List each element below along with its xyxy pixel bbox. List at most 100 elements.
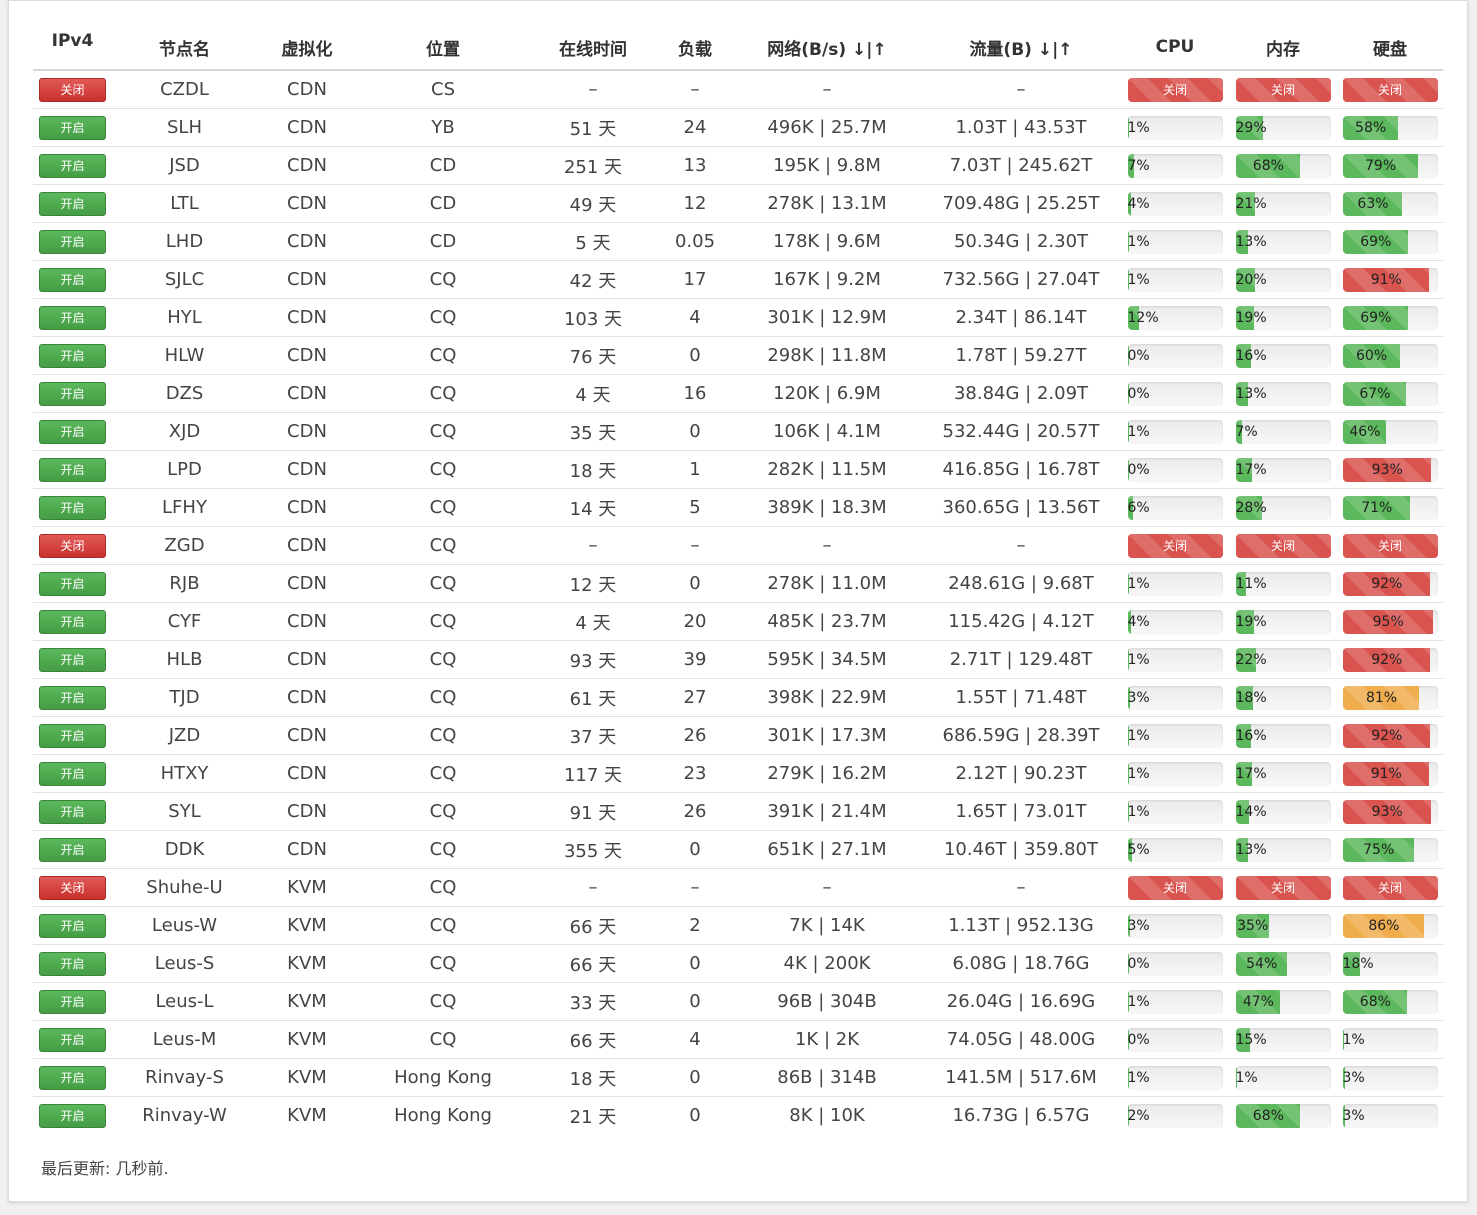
hdd-percent-label: 86% — [1368, 917, 1400, 934]
network-speed: 278K | 11.0M — [733, 564, 921, 603]
hdd-progress-fill — [1342, 533, 1438, 558]
virtualization: KVM — [257, 944, 357, 983]
mem-percent-label: 16% — [1235, 347, 1267, 364]
header-virt[interactable]: 虚拟化 — [257, 25, 357, 71]
table-header-row: IPv4 节点名 虚拟化 位置 在线时间 负载 网络(B/s) ↓|↑ 流量(B… — [33, 25, 1443, 71]
hdd-progress-fill — [1342, 1103, 1346, 1128]
cpu-percent-label: 1% — [1127, 1069, 1150, 1086]
network-speed: 279K | 16.2M — [733, 754, 921, 793]
network-speed: 389K | 18.3M — [733, 488, 921, 527]
hdd-progress-bar: 63% — [1342, 191, 1438, 216]
hdd-cell: 92% — [1337, 564, 1443, 603]
hdd-cell: 69% — [1337, 298, 1443, 337]
node-name: Leus-W — [112, 906, 257, 945]
traffic-total: – — [921, 526, 1121, 565]
mem-progress-fill — [1235, 305, 1254, 330]
network-speed: 167K | 9.2M — [733, 260, 921, 299]
hdd-progress-fill — [1342, 343, 1400, 368]
traffic-total: 686.59G | 28.39T — [921, 716, 1121, 755]
mem-cell: 68% — [1229, 1096, 1337, 1134]
load: 23 — [657, 754, 733, 793]
mem-cell: 35% — [1229, 906, 1337, 945]
table-row: 开启 Rinvay-S KVM Hong Kong 18 天 0 86B | 314B 141… — [33, 1058, 1443, 1097]
status-cell: 开启 — [33, 412, 112, 451]
hdd-progress-fill — [1342, 305, 1409, 330]
header-mem[interactable]: 内存 — [1229, 25, 1337, 71]
table-row: 开启 Leus-M KVM CQ 66 天 4 1K | 2K 74.05G | 48.00G… — [33, 1020, 1443, 1059]
ipv4-status-badge: 开启 — [39, 837, 106, 862]
location: Hong Kong — [357, 1058, 529, 1097]
mem-progress-fill — [1235, 229, 1248, 254]
header-name[interactable]: 节点名 — [112, 25, 257, 71]
mem-progress-bar: 29% — [1235, 115, 1331, 140]
table-row: 开启 LFHY CDN CQ 14 天 5 389K | 18.3M 360.65G | 13… — [33, 488, 1443, 527]
mem-progress-bar: 54% — [1235, 951, 1331, 976]
hdd-progress-fill — [1342, 1027, 1344, 1052]
node-name: JZD — [112, 716, 257, 755]
network-speed: 496K | 25.7M — [733, 108, 921, 147]
location: CQ — [357, 868, 529, 907]
node-name: HLW — [112, 336, 257, 375]
virtualization: KVM — [257, 1096, 357, 1134]
status-cell: 关闭 — [33, 868, 112, 907]
status-cell: 关闭 — [33, 70, 112, 109]
hdd-progress-bar: 68% — [1342, 989, 1438, 1014]
cpu-progress-fill — [1127, 799, 1129, 824]
table-row: 开启 SJLC CDN CQ 42 天 17 167K | 9.2M 732.56G | 27… — [33, 260, 1443, 299]
location: CQ — [357, 450, 529, 489]
location: CQ — [357, 374, 529, 413]
ipv4-status-badge: 开启 — [39, 647, 106, 672]
network-speed: 651K | 27.1M — [733, 830, 921, 869]
header-network[interactable]: 网络(B/s) ↓|↑ — [733, 25, 921, 71]
location: CQ — [357, 336, 529, 375]
table-row: 开启 Leus-W KVM CQ 66 天 2 7K | 14K 1.13T | 952.13… — [33, 906, 1443, 945]
cpu-progress-bar: 1% — [1127, 1065, 1223, 1090]
status-cell: 开启 — [33, 678, 112, 717]
load: 4 — [657, 1020, 733, 1059]
header-hdd[interactable]: 硬盘 — [1337, 25, 1443, 71]
network-speed: 4K | 200K — [733, 944, 921, 983]
table-row: 开启 JSD CDN CD 251 天 13 195K | 9.8M 7.03T | 245.… — [33, 146, 1443, 185]
mem-percent-label: 47% — [1242, 993, 1274, 1010]
mem-cell: 16% — [1229, 336, 1337, 375]
cpu-cell: 4% — [1121, 184, 1229, 223]
header-ipv4[interactable]: IPv4 — [33, 25, 112, 71]
mem-percent-label: 22% — [1235, 651, 1267, 668]
mem-progress-bar: 1% — [1235, 1065, 1331, 1090]
cpu-percent-label: 1% — [1127, 993, 1150, 1010]
cpu-cell: 12% — [1121, 298, 1229, 337]
ipv4-status-badge: 开启 — [39, 571, 106, 596]
node-name: SLH — [112, 108, 257, 147]
mem-cell: 29% — [1229, 108, 1337, 147]
cpu-progress-bar: 0% — [1127, 343, 1223, 368]
mem-cell: 13% — [1229, 222, 1337, 261]
hdd-cell: 69% — [1337, 222, 1443, 261]
hdd-percent-label: 67% — [1359, 385, 1391, 402]
virtualization: CDN — [257, 754, 357, 793]
traffic-total: 10.46T | 359.80T — [921, 830, 1121, 869]
cpu-progress-fill — [1127, 761, 1129, 786]
header-location[interactable]: 位置 — [357, 25, 529, 71]
hdd-progress-fill — [1342, 229, 1409, 254]
hdd-cell: 75% — [1337, 830, 1443, 869]
network-speed: 398K | 22.9M — [733, 678, 921, 717]
mem-cell: 22% — [1229, 640, 1337, 679]
ipv4-status-badge: 开启 — [39, 799, 106, 824]
hdd-progress-fill — [1342, 837, 1414, 862]
hdd-progress-fill — [1342, 799, 1431, 824]
header-load[interactable]: 负载 — [657, 25, 733, 71]
node-name: Leus-M — [112, 1020, 257, 1059]
network-speed: 301K | 17.3M — [733, 716, 921, 755]
mem-progress-fill — [1235, 951, 1287, 976]
mem-percent-label: 15% — [1235, 1031, 1267, 1048]
network-speed: 86B | 314B — [733, 1058, 921, 1097]
header-traffic[interactable]: 流量(B) ↓|↑ — [921, 25, 1121, 71]
mem-progress-fill — [1235, 875, 1331, 900]
cpu-closed-label: 关闭 — [1162, 538, 1187, 553]
node-name: Leus-L — [112, 982, 257, 1021]
mem-cell: 7% — [1229, 412, 1337, 451]
header-uptime[interactable]: 在线时间 — [529, 25, 657, 71]
mem-progress-fill — [1235, 799, 1249, 824]
header-cpu[interactable]: CPU — [1121, 25, 1229, 71]
mem-cell: 28% — [1229, 488, 1337, 527]
